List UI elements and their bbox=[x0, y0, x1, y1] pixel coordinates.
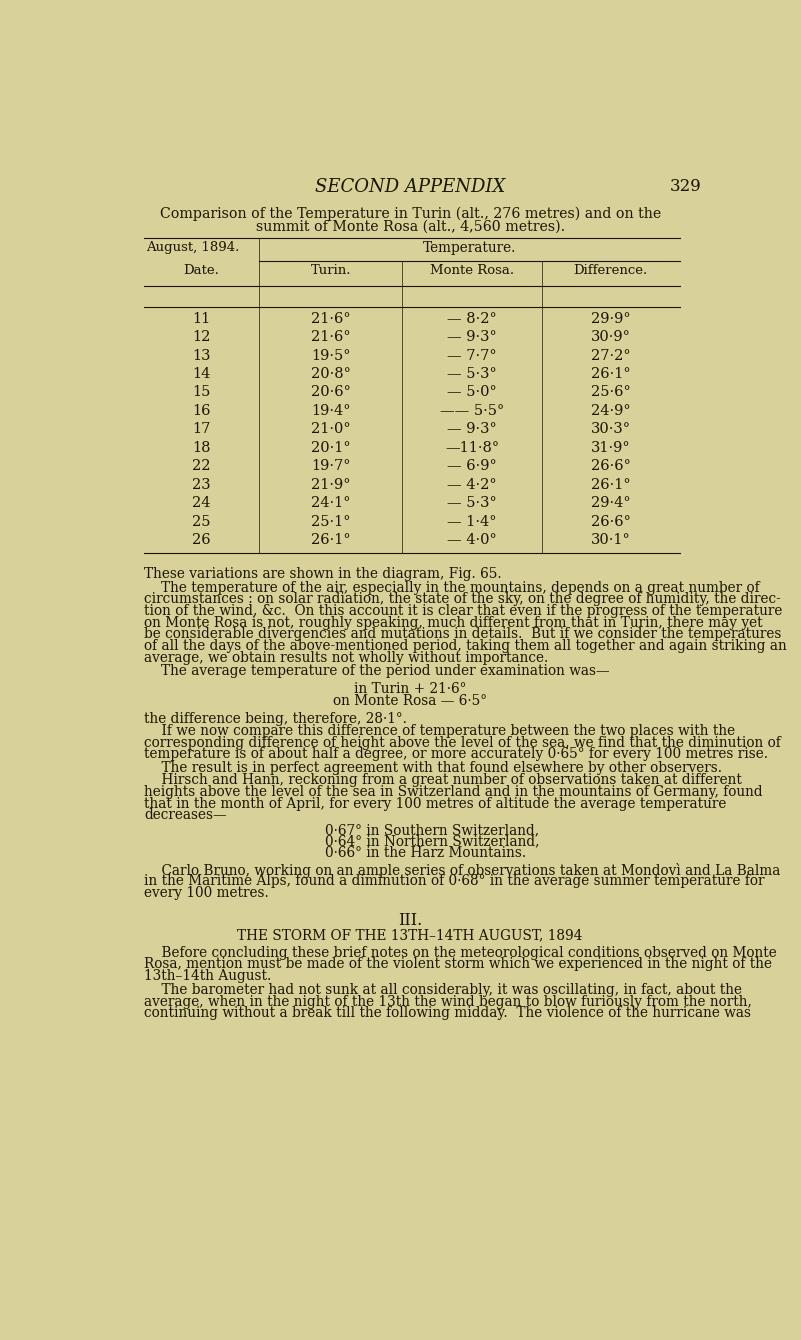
Text: that in the month of April, for every 100 metres of altitude the average tempera: that in the month of April, for every 10… bbox=[144, 796, 727, 811]
Text: — 5·0°: — 5·0° bbox=[447, 386, 497, 399]
Text: Monte Rosa.: Monte Rosa. bbox=[430, 264, 514, 277]
Text: 29·4°: 29·4° bbox=[591, 496, 630, 511]
Text: — 8·2°: — 8·2° bbox=[447, 312, 497, 326]
Text: Comparison of the Temperature in Turin (alt., 276 metres) and on the: Comparison of the Temperature in Turin (… bbox=[159, 206, 661, 221]
Text: decreases—: decreases— bbox=[144, 808, 227, 823]
Text: 20·8°: 20·8° bbox=[311, 367, 351, 381]
Text: The result is in perfect agreement with that found elsewhere by other observers.: The result is in perfect agreement with … bbox=[144, 761, 723, 775]
Text: The average temperature of the period under examination was—: The average temperature of the period un… bbox=[161, 665, 610, 678]
Text: THE STORM OF THE 13TH–14TH AUGUST, 1894: THE STORM OF THE 13TH–14TH AUGUST, 1894 bbox=[237, 929, 583, 942]
Text: every 100 metres.: every 100 metres. bbox=[144, 886, 269, 900]
Text: 30·9°: 30·9° bbox=[591, 330, 631, 344]
Text: summit of Monte Rosa (alt., 4,560 metres).: summit of Monte Rosa (alt., 4,560 metres… bbox=[256, 220, 565, 234]
Text: 0·64° in Northern Switzerland,: 0·64° in Northern Switzerland, bbox=[325, 835, 539, 848]
Text: The barometer had not sunk at all considerably, it was oscillating, in fact, abo: The barometer had not sunk at all consid… bbox=[144, 984, 743, 997]
Text: 17: 17 bbox=[192, 422, 211, 437]
Text: 20·6°: 20·6° bbox=[311, 386, 351, 399]
Text: 11: 11 bbox=[192, 312, 211, 326]
Text: 13: 13 bbox=[192, 348, 211, 363]
Text: If we now compare this difference of temperature between the two places with the: If we now compare this difference of tem… bbox=[144, 724, 735, 738]
Text: 13th–14th August.: 13th–14th August. bbox=[144, 969, 272, 984]
Text: 21·6°: 21·6° bbox=[311, 312, 351, 326]
Text: 25·1°: 25·1° bbox=[311, 515, 351, 529]
Text: 0·66° in the Harz Mountains.: 0·66° in the Harz Mountains. bbox=[325, 847, 526, 860]
Text: — 5·3°: — 5·3° bbox=[447, 496, 497, 511]
Text: 19·7°: 19·7° bbox=[311, 460, 351, 473]
Text: 25: 25 bbox=[192, 515, 211, 529]
Text: 26·1°: 26·1° bbox=[311, 533, 351, 547]
Text: 26·1°: 26·1° bbox=[591, 367, 630, 381]
Text: 0·67° in Southern Switzerland,: 0·67° in Southern Switzerland, bbox=[325, 823, 539, 838]
Text: SECOND APPENDIX: SECOND APPENDIX bbox=[315, 178, 505, 196]
Text: — 9·3°: — 9·3° bbox=[447, 422, 497, 437]
Text: in the Maritime Alps, found a diminution of 0·68° in the average summer temperat: in the Maritime Alps, found a diminution… bbox=[144, 875, 765, 888]
Text: — 4·0°: — 4·0° bbox=[447, 533, 497, 547]
Text: 31·9°: 31·9° bbox=[591, 441, 630, 454]
Text: 21·9°: 21·9° bbox=[311, 478, 351, 492]
Text: 30·1°: 30·1° bbox=[591, 533, 630, 547]
Text: 21·0°: 21·0° bbox=[311, 422, 351, 437]
Text: 18: 18 bbox=[192, 441, 211, 454]
Text: These variations are shown in the diagram, Fig. 65.: These variations are shown in the diagra… bbox=[144, 567, 502, 582]
Text: 26·1°: 26·1° bbox=[591, 478, 630, 492]
Text: the difference being, therefore, 28·1°.: the difference being, therefore, 28·1°. bbox=[144, 712, 407, 725]
Text: 23: 23 bbox=[192, 478, 211, 492]
Text: 26·6°: 26·6° bbox=[591, 460, 631, 473]
Text: — 9·3°: — 9·3° bbox=[447, 330, 497, 344]
Text: Carlo Bruno, working on an ample series of observations taken at Mondovì and La : Carlo Bruno, working on an ample series … bbox=[144, 863, 781, 878]
Text: 27·2°: 27·2° bbox=[591, 348, 630, 363]
Text: on Monte Rosa is not, roughly speaking, much different from that in Turin, there: on Monte Rosa is not, roughly speaking, … bbox=[144, 615, 763, 630]
Text: tion of the wind, &c.  On this account it is clear that even if the progress of : tion of the wind, &c. On this account it… bbox=[144, 604, 783, 618]
Text: Rosa, mention must be made of the violent storm which we experienced in the nigh: Rosa, mention must be made of the violen… bbox=[144, 957, 772, 972]
Text: 24·9°: 24·9° bbox=[591, 403, 630, 418]
Text: temperature is of about half a degree, or more accurately 0·65° for every 100 me: temperature is of about half a degree, o… bbox=[144, 748, 768, 761]
Text: corresponding difference of height above the level of the sea, we find that the : corresponding difference of height above… bbox=[144, 736, 781, 749]
Text: in Turin + 21·6°: in Turin + 21·6° bbox=[354, 682, 466, 695]
Text: 19·5°: 19·5° bbox=[311, 348, 351, 363]
Text: — 1·4°: — 1·4° bbox=[448, 515, 497, 529]
Text: 14: 14 bbox=[192, 367, 211, 381]
Text: — 6·9°: — 6·9° bbox=[447, 460, 497, 473]
Text: heights above the level of the sea in Switzerland and in the mountains of German: heights above the level of the sea in Sw… bbox=[144, 785, 763, 799]
Text: August, 1894.: August, 1894. bbox=[146, 241, 239, 253]
Text: The temperature of the air, especially in the mountains, depends on a great numb: The temperature of the air, especially i… bbox=[161, 580, 760, 595]
Text: Difference.: Difference. bbox=[574, 264, 648, 277]
Text: —— 5·5°: —— 5·5° bbox=[440, 403, 505, 418]
Text: 24·1°: 24·1° bbox=[311, 496, 351, 511]
Text: average, when in the night of the 13th the wind began to blow furiously from the: average, when in the night of the 13th t… bbox=[144, 994, 752, 1009]
Text: 24: 24 bbox=[192, 496, 211, 511]
Text: 30·3°: 30·3° bbox=[591, 422, 631, 437]
Text: III.: III. bbox=[398, 911, 422, 929]
Text: Hirsch and Hann, reckoning from a great number of observations taken at differen: Hirsch and Hann, reckoning from a great … bbox=[144, 773, 743, 787]
Text: — 4·2°: — 4·2° bbox=[447, 478, 497, 492]
Text: Before concluding these brief notes on the meteorological conditions observed on: Before concluding these brief notes on t… bbox=[144, 946, 777, 959]
Text: 26: 26 bbox=[192, 533, 211, 547]
Text: 29·9°: 29·9° bbox=[591, 312, 630, 326]
Text: — 7·7°: — 7·7° bbox=[447, 348, 497, 363]
Text: 26·6°: 26·6° bbox=[591, 515, 631, 529]
Text: be considerable divergencies and mutations in details.  But if we consider the t: be considerable divergencies and mutatio… bbox=[144, 627, 782, 642]
Text: Turin.: Turin. bbox=[311, 264, 351, 277]
Text: —11·8°: —11·8° bbox=[445, 441, 499, 454]
Text: 25·6°: 25·6° bbox=[591, 386, 630, 399]
Text: 329: 329 bbox=[670, 178, 701, 194]
Text: 12: 12 bbox=[192, 330, 211, 344]
Text: 16: 16 bbox=[192, 403, 211, 418]
Text: circumstances : on solar radiation, the state of the sky, on the degree of humid: circumstances : on solar radiation, the … bbox=[144, 592, 781, 606]
Text: 22: 22 bbox=[192, 460, 211, 473]
Text: — 5·3°: — 5·3° bbox=[447, 367, 497, 381]
Text: Temperature.: Temperature. bbox=[423, 241, 516, 255]
Text: 19·4°: 19·4° bbox=[311, 403, 351, 418]
Text: of all the days of the above-mentioned period, taking them all together and agai: of all the days of the above-mentioned p… bbox=[144, 639, 787, 653]
Text: 21·6°: 21·6° bbox=[311, 330, 351, 344]
Text: continuing without a break till the following midday.  The violence of the hurri: continuing without a break till the foll… bbox=[144, 1006, 751, 1021]
Text: 15: 15 bbox=[192, 386, 211, 399]
Text: Date.: Date. bbox=[183, 264, 219, 277]
Text: on Monte Rosa — 6·5°: on Monte Rosa — 6·5° bbox=[333, 694, 487, 708]
Text: 20·1°: 20·1° bbox=[311, 441, 351, 454]
Text: average, we obtain results not wholly without importance.: average, we obtain results not wholly wi… bbox=[144, 651, 549, 665]
